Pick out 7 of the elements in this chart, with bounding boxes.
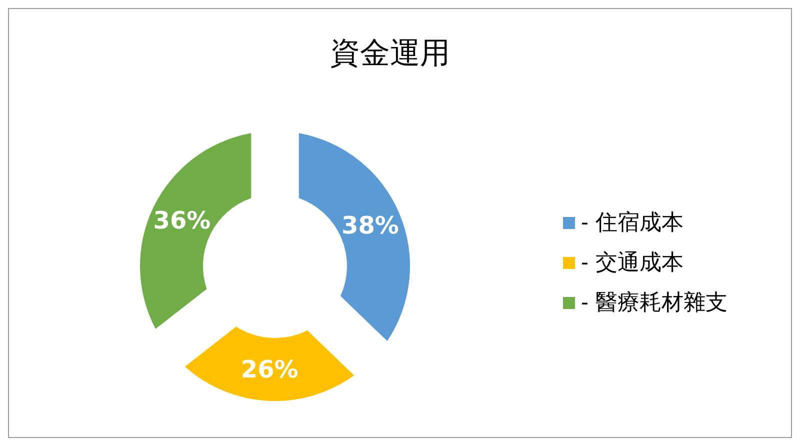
data-label: 38% <box>342 212 399 240</box>
legend-label: - 交通成本 <box>581 250 684 276</box>
chart-title: 資金運用 <box>330 36 450 71</box>
data-label: 26% <box>240 355 298 384</box>
data-label: 36% <box>153 206 211 235</box>
legend-label: - 住宿成本 <box>581 210 684 236</box>
legend-label: - 醫療耗材雜支 <box>581 290 728 316</box>
